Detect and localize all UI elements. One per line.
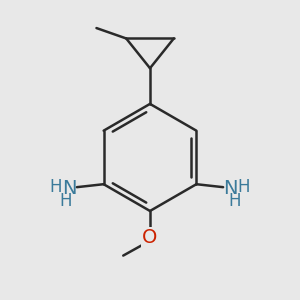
- Text: H: H: [228, 192, 240, 210]
- Text: N: N: [62, 179, 77, 198]
- Text: O: O: [142, 228, 158, 247]
- Text: N: N: [223, 179, 238, 198]
- Text: H: H: [60, 192, 72, 210]
- Text: H: H: [238, 178, 250, 196]
- Text: H: H: [50, 178, 62, 196]
